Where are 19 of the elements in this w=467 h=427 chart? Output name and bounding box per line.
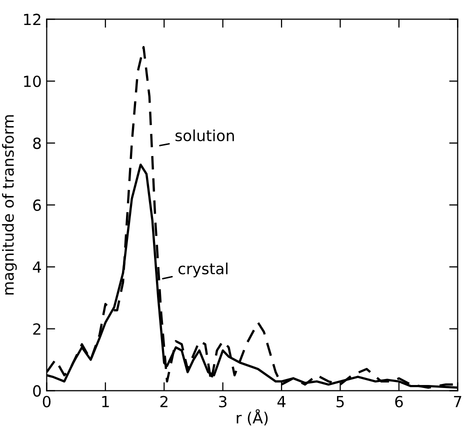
annotation: crystal bbox=[178, 262, 228, 278]
x-tick-label: 2 bbox=[160, 396, 168, 408]
x-tick-label: 4 bbox=[277, 396, 286, 408]
x-tick-label: 3 bbox=[219, 396, 226, 408]
x-tick-label: 0 bbox=[42, 396, 51, 408]
y-tick-label: 8 bbox=[33, 138, 41, 150]
y-tick-label: 6 bbox=[33, 199, 41, 211]
y-tick-label: 4 bbox=[32, 262, 41, 273]
annotation: solution bbox=[176, 129, 234, 142]
x-tick-label: 7 bbox=[454, 396, 462, 408]
y-tick-label: 12 bbox=[24, 14, 40, 26]
x-tick-label: 5 bbox=[336, 396, 344, 408]
x-tick-label: 1 bbox=[102, 396, 109, 408]
y-tick-label: 0 bbox=[33, 385, 41, 397]
y-tick-label: 2 bbox=[33, 323, 40, 335]
y-axis-title: magnitude of transform bbox=[2, 115, 17, 295]
y-tick-label: 10 bbox=[24, 76, 41, 88]
x-tick-label: 6 bbox=[395, 396, 403, 408]
x-axis-title: r (Å) bbox=[236, 409, 268, 426]
